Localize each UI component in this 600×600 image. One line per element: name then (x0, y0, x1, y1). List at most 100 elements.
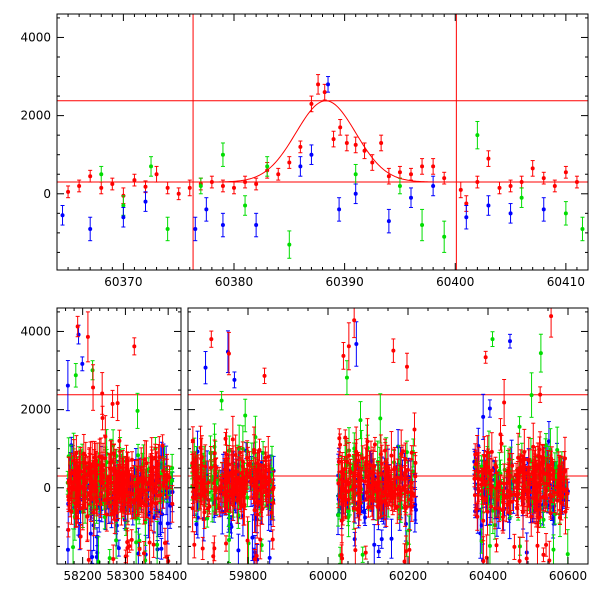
bottom-data-point-314 (220, 473, 225, 488)
bottom-data-point-479 (89, 472, 94, 522)
top-data-point-green-9 (353, 163, 358, 185)
bottom-data-point-343 (236, 456, 241, 500)
top-y-tick-label: 4000 (20, 30, 51, 44)
top-data-point-blue-5 (204, 197, 209, 222)
bottom-data-point-524 (155, 461, 160, 479)
top-data-point-green-3 (165, 216, 170, 242)
top-data-point-red-2 (88, 169, 93, 183)
bottom-data-point-451 (134, 459, 139, 511)
bottom-data-point-206 (71, 528, 76, 564)
bottom-data-point-1080 (494, 538, 499, 553)
bottom-data-point-320 (239, 479, 244, 513)
top-data-point-blue-19 (541, 197, 546, 222)
bottom-data-point-909 (538, 386, 543, 403)
bottom-data-point-339 (233, 434, 238, 476)
top-data-point-green-0 (99, 165, 104, 183)
bottom-data-point-346 (271, 470, 276, 505)
bottom-x-tick-label: 59800 (229, 569, 267, 583)
bottom-data-point-544 (363, 545, 368, 560)
bottom-x-tick-label: 58300 (106, 569, 144, 583)
bottom-data-point-365 (389, 518, 394, 559)
bottom-data-point-413 (136, 469, 141, 490)
bottom-data-point-46 (116, 539, 121, 557)
top-data-point-red-8 (154, 165, 159, 183)
bottom-data-point-496 (92, 449, 97, 475)
bottom-data-point-1057 (524, 540, 529, 564)
bottom-y-tick-label: 0 (43, 481, 51, 495)
top-x-tick-label: 60410 (547, 275, 585, 289)
bottom-data-point-278 (132, 337, 137, 356)
bottom-x-tick-label: 60600 (549, 569, 587, 583)
bottom-data-point-614 (404, 352, 409, 381)
top-data-point-blue-11 (337, 197, 342, 222)
bottom-data-point-208 (200, 536, 205, 561)
bottom-data-point-287 (191, 453, 196, 472)
bottom-data-point-503 (148, 455, 153, 504)
bottom-data-point-265 (86, 549, 91, 564)
bottom-data-point-23 (229, 515, 234, 539)
top-data-point-blue-4 (193, 216, 198, 242)
bottom-data-point-311 (239, 454, 244, 492)
bottom-data-point-947 (535, 521, 540, 564)
top-data-point-red-32 (386, 167, 391, 185)
bottom-data-point-331 (151, 531, 156, 558)
top-data-point-green-5 (220, 142, 225, 167)
bottom-data-point-810 (551, 534, 556, 564)
top-x-tick-label: 60390 (326, 275, 364, 289)
top-data-point-blue-10 (326, 76, 331, 93)
bottom-data-point-323 (206, 499, 211, 518)
bottom-data-point-306 (254, 542, 259, 564)
top-data-point-green-15 (563, 201, 568, 226)
bottom-data-point-530 (83, 457, 88, 509)
bottom-data-point-336 (230, 475, 235, 521)
bottom-data-point-508 (140, 465, 145, 493)
top-data-point-red-27 (344, 134, 349, 152)
bottom-data-point-367 (379, 529, 384, 549)
top-data-point-red-4 (110, 177, 115, 191)
bottom-data-point-330 (252, 487, 257, 533)
bottom-data-point-342 (193, 455, 198, 491)
bottom-data-point-477 (378, 393, 383, 444)
bottom-data-point-513 (164, 470, 169, 490)
bottom-data-point-516 (157, 436, 162, 479)
bottom-data-point-345 (267, 467, 272, 493)
bottom-data-point-575 (391, 338, 396, 363)
bottom-data-point-267 (141, 541, 146, 564)
bottom-data-point-166 (226, 331, 231, 376)
bottom-data-point-722 (481, 393, 486, 440)
bottom-data-point-284 (208, 446, 213, 490)
bottom-data-point-491 (94, 488, 99, 506)
bottom-data-point-955 (512, 533, 517, 560)
bottom-data-point-519 (73, 486, 78, 528)
bottom-data-point-388 (352, 531, 357, 547)
bottom-data-point-526 (112, 483, 117, 521)
bottom-x-tick-label: 58400 (149, 569, 187, 583)
bottom-data-point-233 (135, 392, 140, 429)
bottom-data-point-342 (137, 541, 142, 557)
top-data-point-blue-15 (431, 175, 436, 197)
bottom-data-point-471 (87, 486, 92, 501)
top-x-tick-label: 60380 (215, 275, 253, 289)
bottom-data-point-415 (110, 389, 115, 418)
bottom-data-point-347 (263, 460, 268, 503)
bottom-data-point-481 (119, 473, 124, 513)
bottom-data-point-735 (487, 399, 492, 418)
bottom-plot-area-0 (57, 311, 181, 564)
bottom-data-point-348 (198, 464, 203, 503)
bottom-data-point-257 (91, 364, 96, 411)
bottom-data-point-600 (341, 342, 346, 370)
bottom-data-point-398 (376, 545, 381, 559)
top-data-point-red-24 (322, 83, 327, 101)
top-y-tick-label: 0 (43, 187, 51, 201)
top-data-point-red-29 (362, 142, 367, 160)
bottom-data-point-807 (538, 333, 543, 373)
top-data-point-blue-18 (508, 203, 513, 224)
bottom-data-point-837 (487, 524, 492, 564)
bottom-data-point-676 (353, 527, 358, 564)
bottom-data-point-497 (132, 492, 137, 514)
bottom-axes-frame-0 (56, 307, 182, 565)
bottom-data-point-326 (212, 460, 217, 506)
top-data-point-blue-17 (486, 195, 491, 216)
bottom-data-point-317 (223, 457, 228, 508)
top-panel-zoomed-light-curve: 60370 60380 60390 60400 60410 0 2000 4000 (20, 13, 589, 289)
